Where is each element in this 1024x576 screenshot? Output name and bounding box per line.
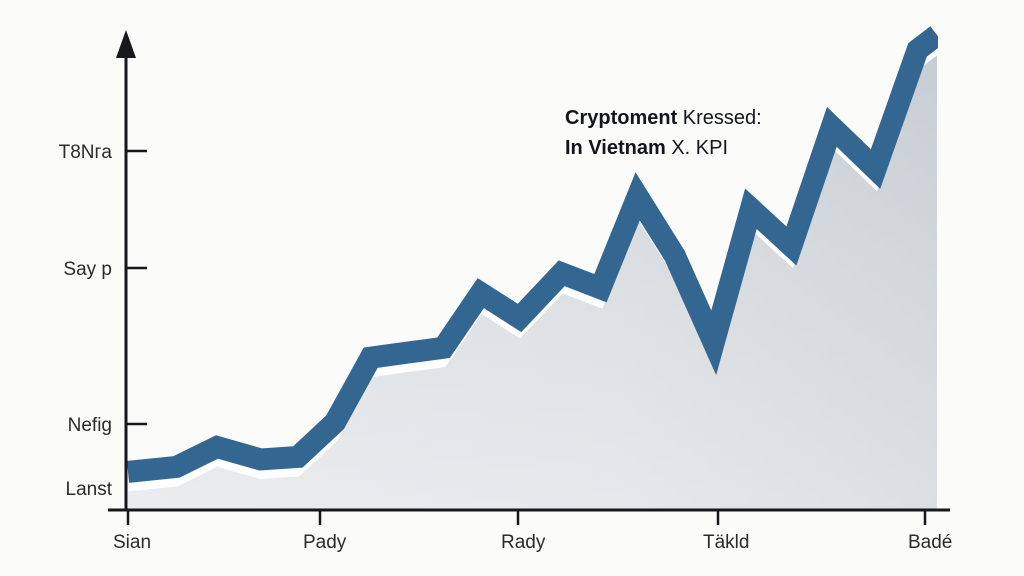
y-axis-arrow-icon	[116, 30, 136, 58]
area-fill-shade	[128, 51, 937, 510]
y-axis-label-1: Say p	[63, 259, 112, 280]
y-tick-marks	[126, 149, 147, 426]
chart-title-line-1-rest: Kressed:	[677, 107, 761, 129]
area-fill-group	[126, 26, 938, 510]
x-axis-label-1: Pady	[303, 532, 347, 553]
chart-title-line-2-rest: X. KPI	[666, 137, 728, 159]
y-axis-label-3: Lanst	[66, 479, 113, 500]
x-axis-label-3: Täkld	[703, 532, 749, 553]
y-axis-label-0: T8Nгa	[59, 142, 113, 163]
chart-title-line-2-strong: In Vietnam	[565, 137, 666, 159]
y-axis-label-2: Nefig	[68, 415, 112, 436]
x-axis-label-4: Badé	[908, 532, 952, 553]
x-axis-label-0: Sian	[113, 532, 151, 553]
chart-title-line-1: Cryptoment Kressed:	[565, 107, 762, 129]
x-tick-marks	[126, 510, 927, 525]
chart-title-line-1-strong: Cryptoment	[565, 107, 678, 129]
x-axis-label-2: Rady	[501, 532, 546, 553]
chart-title: Cryptoment Kressed: In Vietnam X. KPI	[565, 107, 762, 159]
chart-title-line-2: In Vietnam X. KPI	[565, 137, 728, 159]
series-line-kpi	[126, 26, 938, 483]
